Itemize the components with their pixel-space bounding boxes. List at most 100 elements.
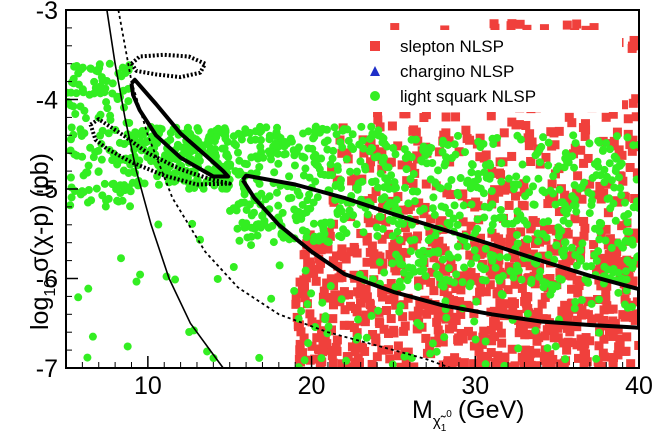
slepton-point xyxy=(333,261,343,271)
squark-point xyxy=(474,170,483,179)
slepton-point xyxy=(499,354,509,364)
squark-point xyxy=(246,136,255,145)
squark-point xyxy=(220,144,229,153)
squark-point xyxy=(166,128,175,137)
squark-point xyxy=(394,220,403,229)
squark-point xyxy=(105,59,114,68)
slepton-point xyxy=(398,312,408,322)
squark-point xyxy=(485,174,494,183)
squark-point xyxy=(595,235,604,244)
squark-point xyxy=(460,263,469,272)
slepton-point xyxy=(344,290,354,300)
legend-marker-1 xyxy=(370,66,380,76)
squark-point xyxy=(470,317,479,326)
slepton-point xyxy=(454,333,464,343)
squark-point xyxy=(587,299,596,308)
squark-point xyxy=(466,184,475,193)
slepton-point xyxy=(408,241,418,251)
slepton-point xyxy=(476,233,486,243)
slepton-point xyxy=(362,236,372,246)
slepton-point xyxy=(435,260,445,270)
slepton-point xyxy=(506,227,516,237)
slepton-point xyxy=(573,353,583,363)
slepton-point xyxy=(389,293,399,303)
squark-point xyxy=(634,203,639,212)
squark-point xyxy=(575,184,584,193)
squark-point xyxy=(309,152,318,161)
slepton-point xyxy=(574,281,584,291)
squark-point xyxy=(89,153,98,162)
squark-point xyxy=(376,169,385,178)
squark-point xyxy=(440,161,449,170)
squark-point xyxy=(521,192,530,201)
squark-point xyxy=(544,250,553,259)
squark-point xyxy=(368,177,377,186)
slepton-point xyxy=(474,347,484,357)
squark-point xyxy=(235,236,244,245)
squark-point xyxy=(548,285,557,294)
squark-point xyxy=(233,148,242,157)
slepton-point xyxy=(400,321,410,331)
slepton-point xyxy=(390,23,400,33)
squark-point xyxy=(320,170,329,179)
squark-point xyxy=(407,135,416,144)
squark-point xyxy=(473,215,482,224)
slepton-point xyxy=(331,342,341,352)
slepton-point xyxy=(609,136,619,146)
squark-point xyxy=(527,275,536,284)
slepton-point xyxy=(354,359,364,368)
squark-point xyxy=(290,286,299,295)
slepton-point xyxy=(596,194,606,204)
slepton-point xyxy=(520,348,530,358)
slepton-point xyxy=(328,300,338,310)
slepton-point xyxy=(526,224,536,234)
slepton-point xyxy=(525,349,535,359)
squark-point xyxy=(537,142,546,151)
slepton-point xyxy=(573,288,583,298)
squark-point xyxy=(481,244,490,253)
slepton-point xyxy=(628,98,638,108)
squark-point xyxy=(304,144,313,153)
squark-point xyxy=(346,167,355,176)
squark-point xyxy=(93,67,102,76)
squark-point xyxy=(620,212,629,221)
slepton-point xyxy=(617,150,627,160)
squark-point xyxy=(252,169,261,178)
squark-point xyxy=(303,204,312,213)
squark-point xyxy=(90,77,99,86)
slepton-point xyxy=(337,148,347,158)
squark-point xyxy=(585,209,594,218)
slepton-point xyxy=(626,359,636,368)
squark-point xyxy=(413,187,422,196)
squark-point xyxy=(552,241,561,250)
slepton-point xyxy=(314,254,324,264)
squark-point xyxy=(431,262,440,271)
slepton-point xyxy=(401,357,411,367)
slepton-point xyxy=(328,256,338,266)
slepton-point xyxy=(594,341,604,351)
slepton-point xyxy=(296,357,306,367)
slepton-point xyxy=(490,358,500,368)
slepton-point xyxy=(620,294,630,304)
squark-point xyxy=(421,144,430,153)
slepton-point xyxy=(441,128,451,138)
squark-point xyxy=(424,236,433,245)
squark-point xyxy=(392,250,401,259)
slepton-point xyxy=(574,300,584,310)
squark-point xyxy=(436,184,445,193)
squark-point xyxy=(428,339,437,348)
squark-point xyxy=(373,231,382,240)
squark-point xyxy=(458,278,467,287)
x-tick-label: 30 xyxy=(461,372,489,400)
squark-point xyxy=(605,145,614,154)
squark-point xyxy=(467,160,476,169)
slepton-point xyxy=(384,295,394,305)
squark-point xyxy=(212,133,221,142)
slepton-point xyxy=(531,348,541,358)
squark-point xyxy=(87,64,96,73)
squark-point xyxy=(595,227,604,236)
slepton-point xyxy=(477,248,487,258)
slepton-point xyxy=(619,100,629,110)
slepton-point xyxy=(565,270,575,280)
squark-point xyxy=(564,219,573,228)
